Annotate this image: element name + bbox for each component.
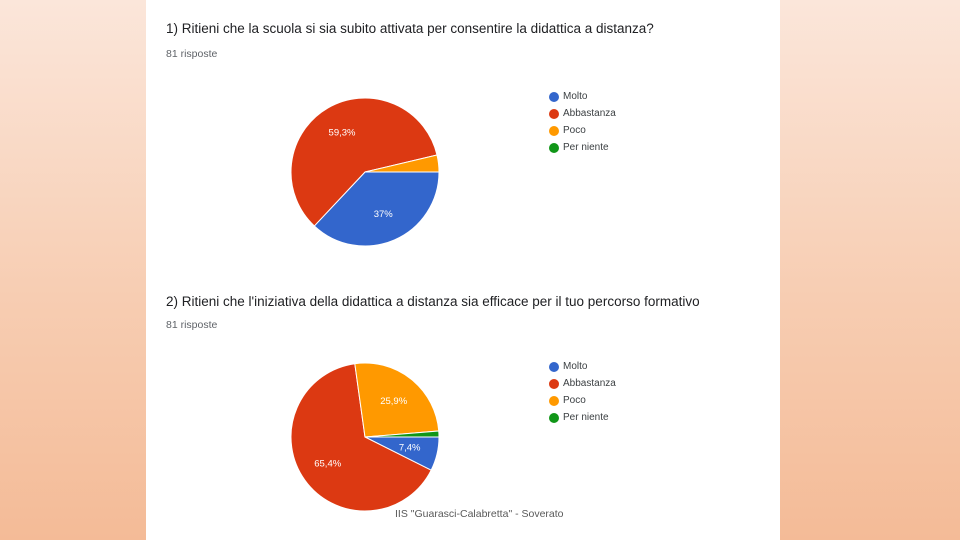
chart-2-title: 2) Ritieni che l'iniziativa della didatt… [166,294,700,309]
chart-1-title: 1) Ritieni che la scuola si sia subito a… [166,21,654,36]
pie-slice-per-niente [364,430,440,438]
chart-2-response-count: 81 risposte [166,319,218,331]
legend-item-per-niente: Per niente [549,409,616,426]
legend-item-per-niente: Per niente [549,139,616,156]
legend-swatch [549,108,559,119]
legend-swatch [549,395,559,406]
chart-2-pie: 7,4% 65,4% 25,9% [290,362,440,512]
legend-swatch [549,361,559,372]
legend-swatch [549,142,559,153]
pie-slice-poco [354,362,440,438]
footer-text: IIS "Guarasci-Calabretta" - Soverato [395,508,564,520]
legend-swatch [549,412,559,423]
legend-item-molto: Molto [549,88,616,105]
pie-slice-molto [313,171,440,247]
slice-label-poco: 25,9% [380,396,407,407]
legend-swatch [549,91,559,102]
pie-slice-abbastanza [290,97,438,227]
pie-slice-poco [364,154,440,173]
chart-1-legend: Molto Abbastanza Poco Per niente [549,88,616,156]
legend-label: Per niente [563,412,609,423]
chart-1-response-count: 81 risposte [166,48,218,60]
legend-label: Poco [563,395,586,406]
legend-label: Molto [563,91,588,102]
legend-swatch [549,125,559,136]
chart-2-legend: Molto Abbastanza Poco Per niente [549,358,616,426]
slice-label-abbastanza: 65,4% [314,459,341,470]
legend-item-abbastanza: Abbastanza [549,105,616,122]
slice-label-abbastanza: 59,3% [329,127,356,138]
legend-item-poco: Poco [549,392,616,409]
chart-1-pie: 37% 59,3% [290,97,440,247]
legend-label: Molto [563,361,588,372]
legend-swatch [549,378,559,389]
pie-slice-abbastanza [290,363,432,512]
legend-item-abbastanza: Abbastanza [549,375,616,392]
legend-label: Abbastanza [563,108,616,119]
slice-label-molto: 37% [374,209,394,220]
legend-item-molto: Molto [549,358,616,375]
legend-item-poco: Poco [549,122,616,139]
legend-label: Per niente [563,142,609,153]
legend-label: Abbastanza [563,378,616,389]
survey-results-panel: 1) Ritieni che la scuola si sia subito a… [146,0,780,540]
slice-label-molto: 7,4% [399,443,421,454]
legend-label: Poco [563,125,586,136]
